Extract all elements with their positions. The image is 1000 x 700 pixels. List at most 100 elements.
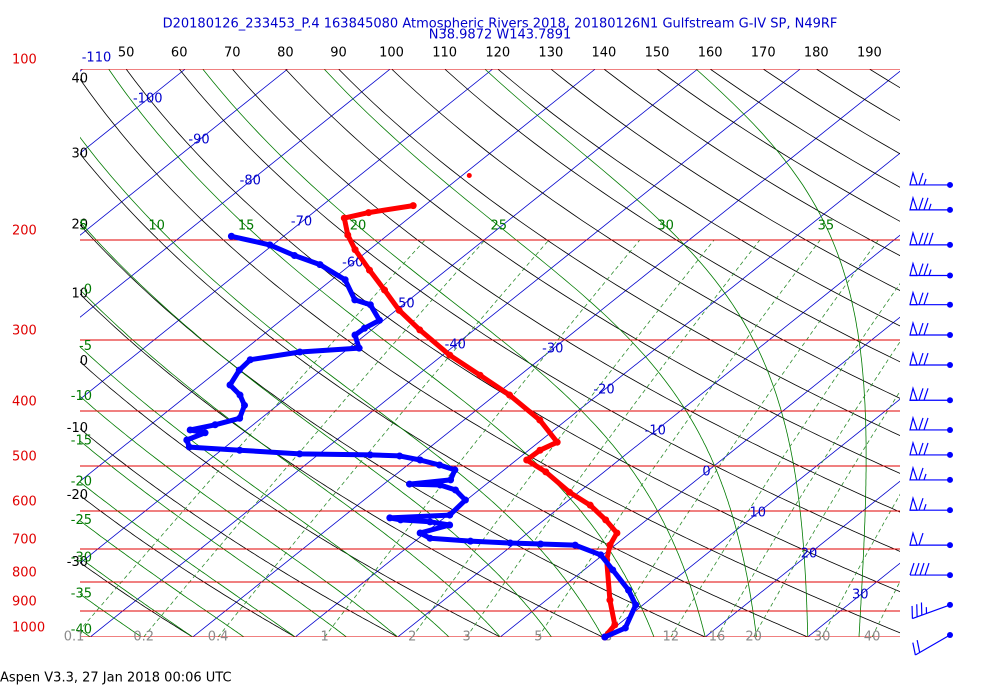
profile-point — [466, 537, 474, 545]
moist-adiabat-label: 5 — [79, 219, 87, 234]
dry-adiabat-label: 190 — [857, 46, 882, 61]
profile-point — [632, 601, 640, 609]
profile-point — [236, 414, 244, 422]
moist-adiabat-label: -40 — [71, 622, 92, 637]
profile-point — [625, 586, 633, 594]
profile-point — [366, 451, 374, 459]
isotherm-label: -60 — [342, 256, 363, 271]
barb-station — [947, 507, 953, 514]
dry-adiabat-label: 130 — [538, 46, 563, 61]
profiles — [183, 173, 640, 641]
barb-station — [947, 301, 953, 308]
mixing-ratio-label: 40 — [864, 630, 881, 645]
barb-station — [947, 397, 953, 404]
barb-flag — [909, 386, 918, 401]
dry-adiabat — [550, 69, 900, 291]
profile-point — [416, 529, 424, 537]
profile-point — [296, 348, 304, 356]
dry-adiabat-label: 180 — [804, 46, 829, 61]
isotherm — [602, 398, 900, 637]
barb-full — [924, 562, 930, 576]
profile-point — [395, 306, 403, 314]
barb-full — [923, 388, 929, 401]
profile-point — [366, 301, 374, 309]
barb-full — [918, 292, 924, 305]
pressure-label: 400 — [12, 394, 37, 409]
profile-line — [184, 233, 639, 640]
wind-barb — [909, 440, 953, 458]
moist-adiabat-label: 35 — [818, 219, 835, 234]
moist-adiabat-label: 10 — [148, 219, 165, 234]
barb-station — [947, 332, 953, 339]
isotherm-label: -110 — [82, 51, 112, 66]
pressure-label: 200 — [12, 223, 37, 238]
barb-flag — [909, 465, 918, 481]
barb-flag — [909, 350, 918, 366]
dry-adiabat-label: -20 — [67, 488, 88, 503]
profile-point — [361, 324, 369, 332]
barb-staff — [915, 634, 951, 656]
dry-adiabat-label: 90 — [330, 46, 347, 61]
barb-station — [947, 272, 953, 279]
barb-full — [914, 562, 920, 576]
mixing-ratio-line — [871, 580, 900, 637]
moist-adiabat — [108, 69, 655, 637]
profile-point — [397, 516, 405, 524]
moist-adiabat — [80, 346, 450, 637]
profile-point — [340, 214, 348, 222]
moist-adiabat — [80, 395, 399, 637]
pressure-label: 500 — [12, 450, 37, 465]
mixing-ratio-label: 12 — [663, 630, 680, 645]
isotherm-label: 0 — [702, 465, 710, 480]
profile-point — [436, 481, 444, 489]
profile-point — [536, 446, 544, 454]
isotherm-label: -10 — [645, 424, 666, 439]
barb-full — [918, 417, 924, 431]
barb-station — [947, 206, 953, 213]
profile-point — [566, 488, 574, 496]
mixing-ratio-line — [753, 390, 900, 637]
isotherm — [80, 69, 596, 482]
wind-barb — [912, 632, 953, 656]
barb-full — [918, 322, 924, 336]
dry-adiabat — [80, 78, 900, 634]
isotherm-label: 30 — [852, 588, 869, 603]
barb-half — [923, 473, 927, 481]
isotherm-label: -80 — [240, 174, 261, 189]
profile-point — [606, 541, 614, 549]
moist-adiabat-label: 0 — [84, 282, 92, 297]
dry-adiabat — [444, 69, 900, 363]
moist-adiabat-label: 25 — [491, 219, 508, 234]
profile-point — [416, 326, 424, 334]
barb-flag — [909, 530, 918, 546]
profile-point — [351, 296, 359, 304]
mixing-ratio-label: 1 — [321, 630, 329, 645]
dry-adiabat-label: 160 — [698, 46, 723, 61]
profile-point — [609, 566, 617, 574]
profile-point — [290, 252, 298, 260]
moist-adiabat — [323, 69, 757, 637]
dry-adiabat — [80, 224, 706, 637]
profile-point — [426, 534, 434, 542]
dry-adiabat-label: 0 — [80, 354, 88, 369]
isotherm — [80, 69, 493, 400]
profile-point — [266, 241, 274, 249]
dry-adiabat — [80, 293, 603, 637]
mixing-ratio-label: 3 — [462, 630, 470, 645]
mixing-ratio-label: 0.4 — [208, 630, 229, 645]
dry-adiabat-label: 70 — [224, 46, 241, 61]
dry-adiabat — [80, 153, 808, 637]
pressure-label: 600 — [12, 494, 37, 509]
moist-adiabat — [80, 221, 552, 637]
isotherm-label: -70 — [291, 215, 312, 230]
dry-adiabat — [231, 69, 900, 513]
profile-point — [476, 371, 484, 379]
profile-point — [446, 521, 454, 529]
moist-adiabat-label: 30 — [657, 219, 674, 234]
profile-point — [246, 356, 254, 364]
profile-point — [409, 202, 417, 210]
mixing-ratio-line — [538, 239, 821, 637]
dry-adiabat — [80, 495, 296, 637]
dry-adiabat — [178, 69, 900, 552]
profile-point — [447, 476, 455, 484]
